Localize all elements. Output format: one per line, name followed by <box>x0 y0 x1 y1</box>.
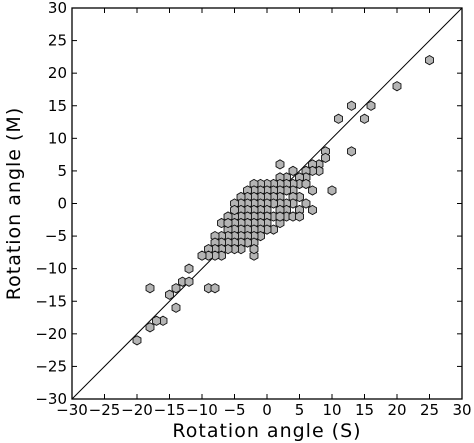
y-tick-label: −10 <box>35 260 67 278</box>
data-point-124 <box>308 204 317 216</box>
y-tick-label: 10 <box>48 129 67 147</box>
data-point-136 <box>145 322 155 333</box>
y-tick-label: −25 <box>35 357 67 375</box>
data-point-132 <box>171 302 181 313</box>
data-point-3 <box>347 100 356 111</box>
data-points <box>132 55 434 346</box>
data-point-9 <box>321 152 330 163</box>
y-tick-label: −15 <box>35 292 67 310</box>
x-tick-label: −5 <box>223 401 245 419</box>
axes: −30 −25 −20 −15 −10 −5 0 5 10 15 20 25 30−30−25−20−1… <box>35 0 471 419</box>
x-tick-label: 20 <box>387 401 406 419</box>
x-tick-label: −20 <box>121 401 153 419</box>
x-tick-label: 25 <box>420 401 439 419</box>
x-tick-label: 10 <box>322 401 341 419</box>
data-point-131 <box>210 283 220 294</box>
x-tick-label: 5 <box>295 401 305 419</box>
y-tick-label: 20 <box>48 64 67 82</box>
data-point-1 <box>392 81 402 92</box>
y-tick-label: 0 <box>57 195 67 213</box>
x-tick-label: 0 <box>262 401 272 419</box>
data-point-0 <box>425 55 434 66</box>
y-tick-label: 15 <box>48 97 67 115</box>
data-point-121 <box>275 211 285 222</box>
x-tick-label: −10 <box>186 401 218 419</box>
data-point-24 <box>275 159 285 170</box>
y-tick-label: −30 <box>35 390 67 408</box>
data-point-2 <box>366 100 376 111</box>
data-point-119 <box>249 250 259 261</box>
data-point-29 <box>301 178 311 190</box>
data-point-123 <box>295 211 304 222</box>
data-point-31 <box>301 198 311 209</box>
y-tick-label: −5 <box>45 227 67 245</box>
data-point-41 <box>275 217 285 229</box>
data-point-135 <box>152 315 161 326</box>
data-point-30 <box>308 185 317 196</box>
x-axis-label: Rotation angle (S) <box>172 420 361 442</box>
data-point-128 <box>165 289 174 300</box>
data-point-117 <box>230 204 239 216</box>
data-point-137 <box>132 335 142 346</box>
x-tick-label: 15 <box>355 401 374 419</box>
data-point-116 <box>197 250 207 261</box>
data-point-7 <box>327 185 337 196</box>
data-point-118 <box>223 217 233 229</box>
x-tick-label: −25 <box>89 401 121 419</box>
plot-frame <box>71 7 463 400</box>
data-point-125 <box>184 263 194 274</box>
data-point-120 <box>249 244 259 255</box>
y-tick-label: 5 <box>57 162 67 180</box>
x-tick-label: 30 <box>452 401 471 419</box>
y-tick-label: −20 <box>35 325 67 343</box>
x-tick-label: −15 <box>154 401 186 419</box>
y-tick-label: 30 <box>48 0 67 17</box>
data-point-6 <box>347 146 356 157</box>
data-point-134 <box>145 283 155 294</box>
data-point-127 <box>184 276 194 287</box>
y-tick-label: 25 <box>48 32 67 50</box>
data-point-4 <box>334 113 343 124</box>
data-point-5 <box>360 113 369 124</box>
data-point-18 <box>288 165 298 177</box>
x-tick-label: −30 <box>56 401 88 419</box>
data-point-129 <box>171 283 181 294</box>
y-axis-label: Rotation angle (M) <box>3 107 25 300</box>
